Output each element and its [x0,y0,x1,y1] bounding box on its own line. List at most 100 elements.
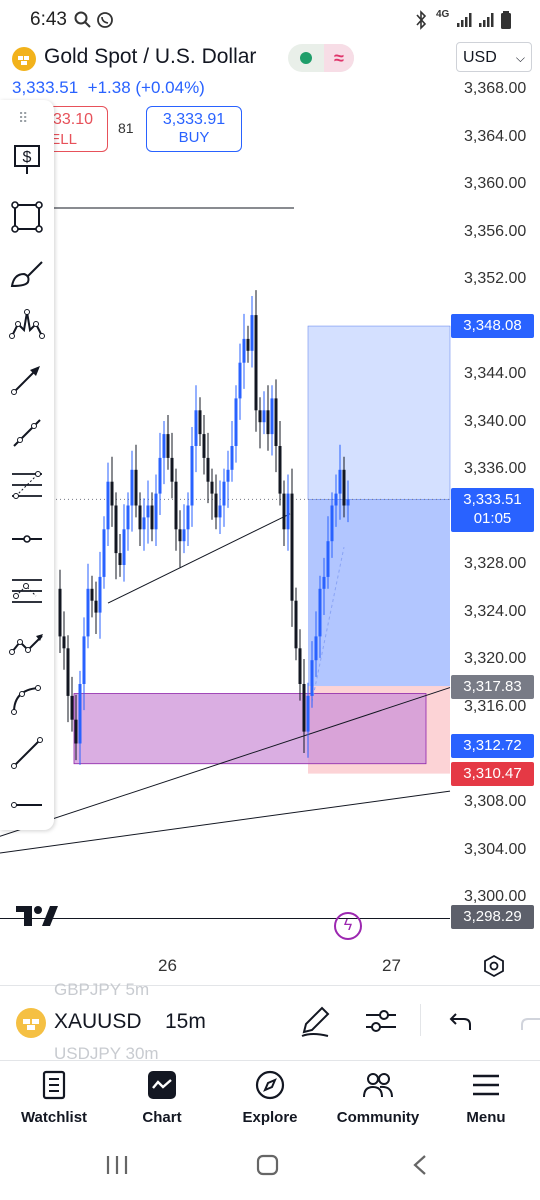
chart-zones [73,325,451,774]
candle-body [154,493,158,530]
price-chart[interactable] [0,80,540,950]
candle-body [118,553,122,565]
nav-watchlist[interactable]: Watchlist [0,1061,108,1143]
candle-body [278,446,282,494]
candle-body [58,588,62,637]
compass-icon [255,1070,285,1100]
bar-countdown: 01:05 [473,510,512,527]
arrow-icon[interactable] [8,360,46,398]
nav-explore[interactable]: Explore [216,1061,324,1143]
horizontal-ray-icon[interactable] [8,786,46,824]
candle-body [286,493,290,530]
divider [420,1004,421,1036]
toolbar-handle-icon[interactable]: ⠿ [18,110,30,126]
indicators-icon[interactable] [364,1006,398,1036]
candle-body [78,684,82,744]
network-type: 4G [436,9,450,20]
candle-body [150,505,154,530]
ray-icon[interactable] [8,734,46,772]
candle-body [146,505,150,518]
nav-menu[interactable]: Menu [432,1061,540,1143]
trend-line-icon[interactable] [8,414,46,452]
candle-body [158,457,162,494]
signal-icon [457,13,472,27]
recent-apps-icon[interactable] [104,1154,130,1176]
fib-retracement-icon[interactable] [8,466,46,504]
undo-icon[interactable] [448,1010,474,1032]
candle-body [254,315,258,411]
candle-body [314,636,318,661]
candle-body [266,410,270,435]
brush-icon[interactable] [8,254,46,292]
buy-button[interactable]: 3,333.91 BUY [146,106,242,152]
horizontal-line-icon[interactable] [8,520,46,558]
nav-label: Community [336,1109,420,1126]
long-position-entry-zone [308,499,450,687]
currency-select[interactable]: USD ⌵ [456,42,532,72]
nav-chart[interactable]: Chart [108,1061,216,1143]
pencil-icon[interactable] [298,1004,332,1038]
candles [58,290,350,765]
wave-icon: ≈ [324,44,354,72]
nav-label: Watchlist [20,1109,88,1126]
menu-icon [473,1074,499,1096]
gold-bars-icon [16,1008,46,1038]
candle-body [206,457,210,482]
price-tick: 3,316.00 [464,698,527,715]
price-tick: 3,360.00 [464,175,527,192]
nav-community[interactable]: Community [324,1061,432,1143]
home-icon[interactable] [256,1154,280,1176]
candle-body [310,660,314,696]
lightning-icon[interactable]: ϟ [334,912,362,940]
candle-body [142,517,146,530]
ghost-symbol-above: GBPJPY 5m [54,980,150,999]
candle-body [298,648,302,684]
redo-icon[interactable] [518,1010,540,1032]
stop-price-tag: 3,317.83 [451,675,534,699]
curve-icon[interactable] [8,680,46,718]
market-status-pill[interactable]: ≈ [288,44,354,72]
candle-body [138,505,142,530]
bid-price-tag: 3,310.47 [451,762,534,786]
candle-body [230,446,234,470]
candle-body [342,469,346,506]
community-icon [363,1073,393,1098]
zigzag-icon[interactable] [8,626,46,664]
symbol-name[interactable]: XAUUSD [54,1010,142,1033]
candle-body [274,398,278,446]
candle-body [294,600,298,649]
candle-body [122,529,126,565]
price-tick: 3,352.00 [464,270,527,287]
candle-body [338,469,342,494]
candle-body [170,457,174,482]
candle-body [322,576,326,589]
trend-line [107,513,291,604]
candle-body [270,398,274,435]
whatsapp-icon [97,12,113,28]
android-nav-bar [0,1142,540,1200]
candle-body [242,338,246,363]
rectangle-icon[interactable] [8,198,46,236]
price-tick: 3,368.00 [464,80,527,97]
candle-body [262,410,266,423]
interval-select[interactable]: 15m [165,1010,206,1033]
fib-extension-icon[interactable] [8,572,46,610]
symbol-title[interactable]: Gold Spot / U.S. Dollar [44,45,257,68]
candle-body [70,695,74,720]
bottom-nav: Watchlist Chart Explore Community Menu [0,1060,540,1143]
candle-body [102,529,106,577]
candle-body [94,600,98,613]
candle-body [130,469,134,506]
back-icon[interactable] [410,1154,430,1176]
candle-body [218,505,222,518]
price-label-icon[interactable]: $ [8,140,46,178]
price-tick: 3,300.00 [464,888,527,905]
price-tick: 3,340.00 [464,413,527,430]
signal-icon-2 [479,13,494,27]
settings-hexagon-icon[interactable] [482,954,506,978]
candle-body [214,493,218,518]
candle-body [222,481,226,506]
buy-label: BUY [178,129,210,146]
last-price-tag: 3,333.51 01:05 [451,488,534,532]
pattern-icon[interactable] [8,306,46,344]
